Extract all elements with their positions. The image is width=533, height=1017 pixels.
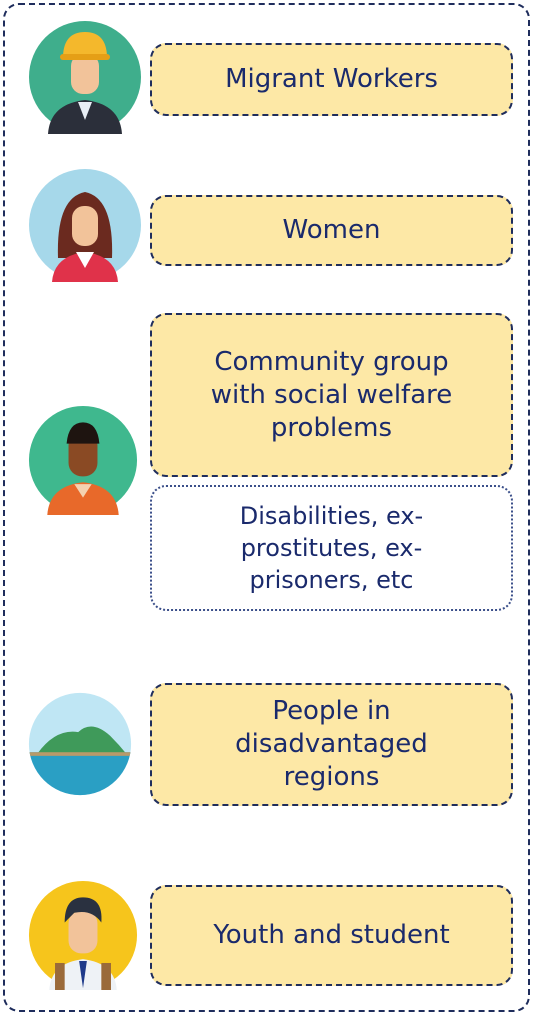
page: Migrant Workers Women Community group wi… bbox=[0, 0, 533, 1017]
group-box: Women bbox=[150, 195, 513, 266]
group-label: Youth and student bbox=[213, 919, 449, 952]
group-label: People in disadvantaged regions bbox=[232, 695, 432, 794]
note-box: Disabilities, ex-prostitutes, ex-prisone… bbox=[150, 485, 513, 611]
group-box: Migrant Workers bbox=[150, 43, 513, 116]
group-box: Community group with social welfare prob… bbox=[150, 313, 513, 477]
group-label: Women bbox=[283, 214, 381, 247]
student-icon bbox=[28, 880, 138, 990]
group-label: Community group with social welfare prob… bbox=[197, 346, 467, 445]
group-box: Youth and student bbox=[150, 885, 513, 986]
woman-icon bbox=[28, 168, 142, 282]
island-icon bbox=[28, 692, 132, 796]
group-label: Migrant Workers bbox=[225, 63, 438, 96]
man-icon bbox=[28, 405, 138, 515]
group-note: Disabilities, ex-prostitutes, ex-prisone… bbox=[212, 500, 452, 596]
group-box: People in disadvantaged regions bbox=[150, 683, 513, 806]
worker-icon bbox=[28, 20, 142, 134]
